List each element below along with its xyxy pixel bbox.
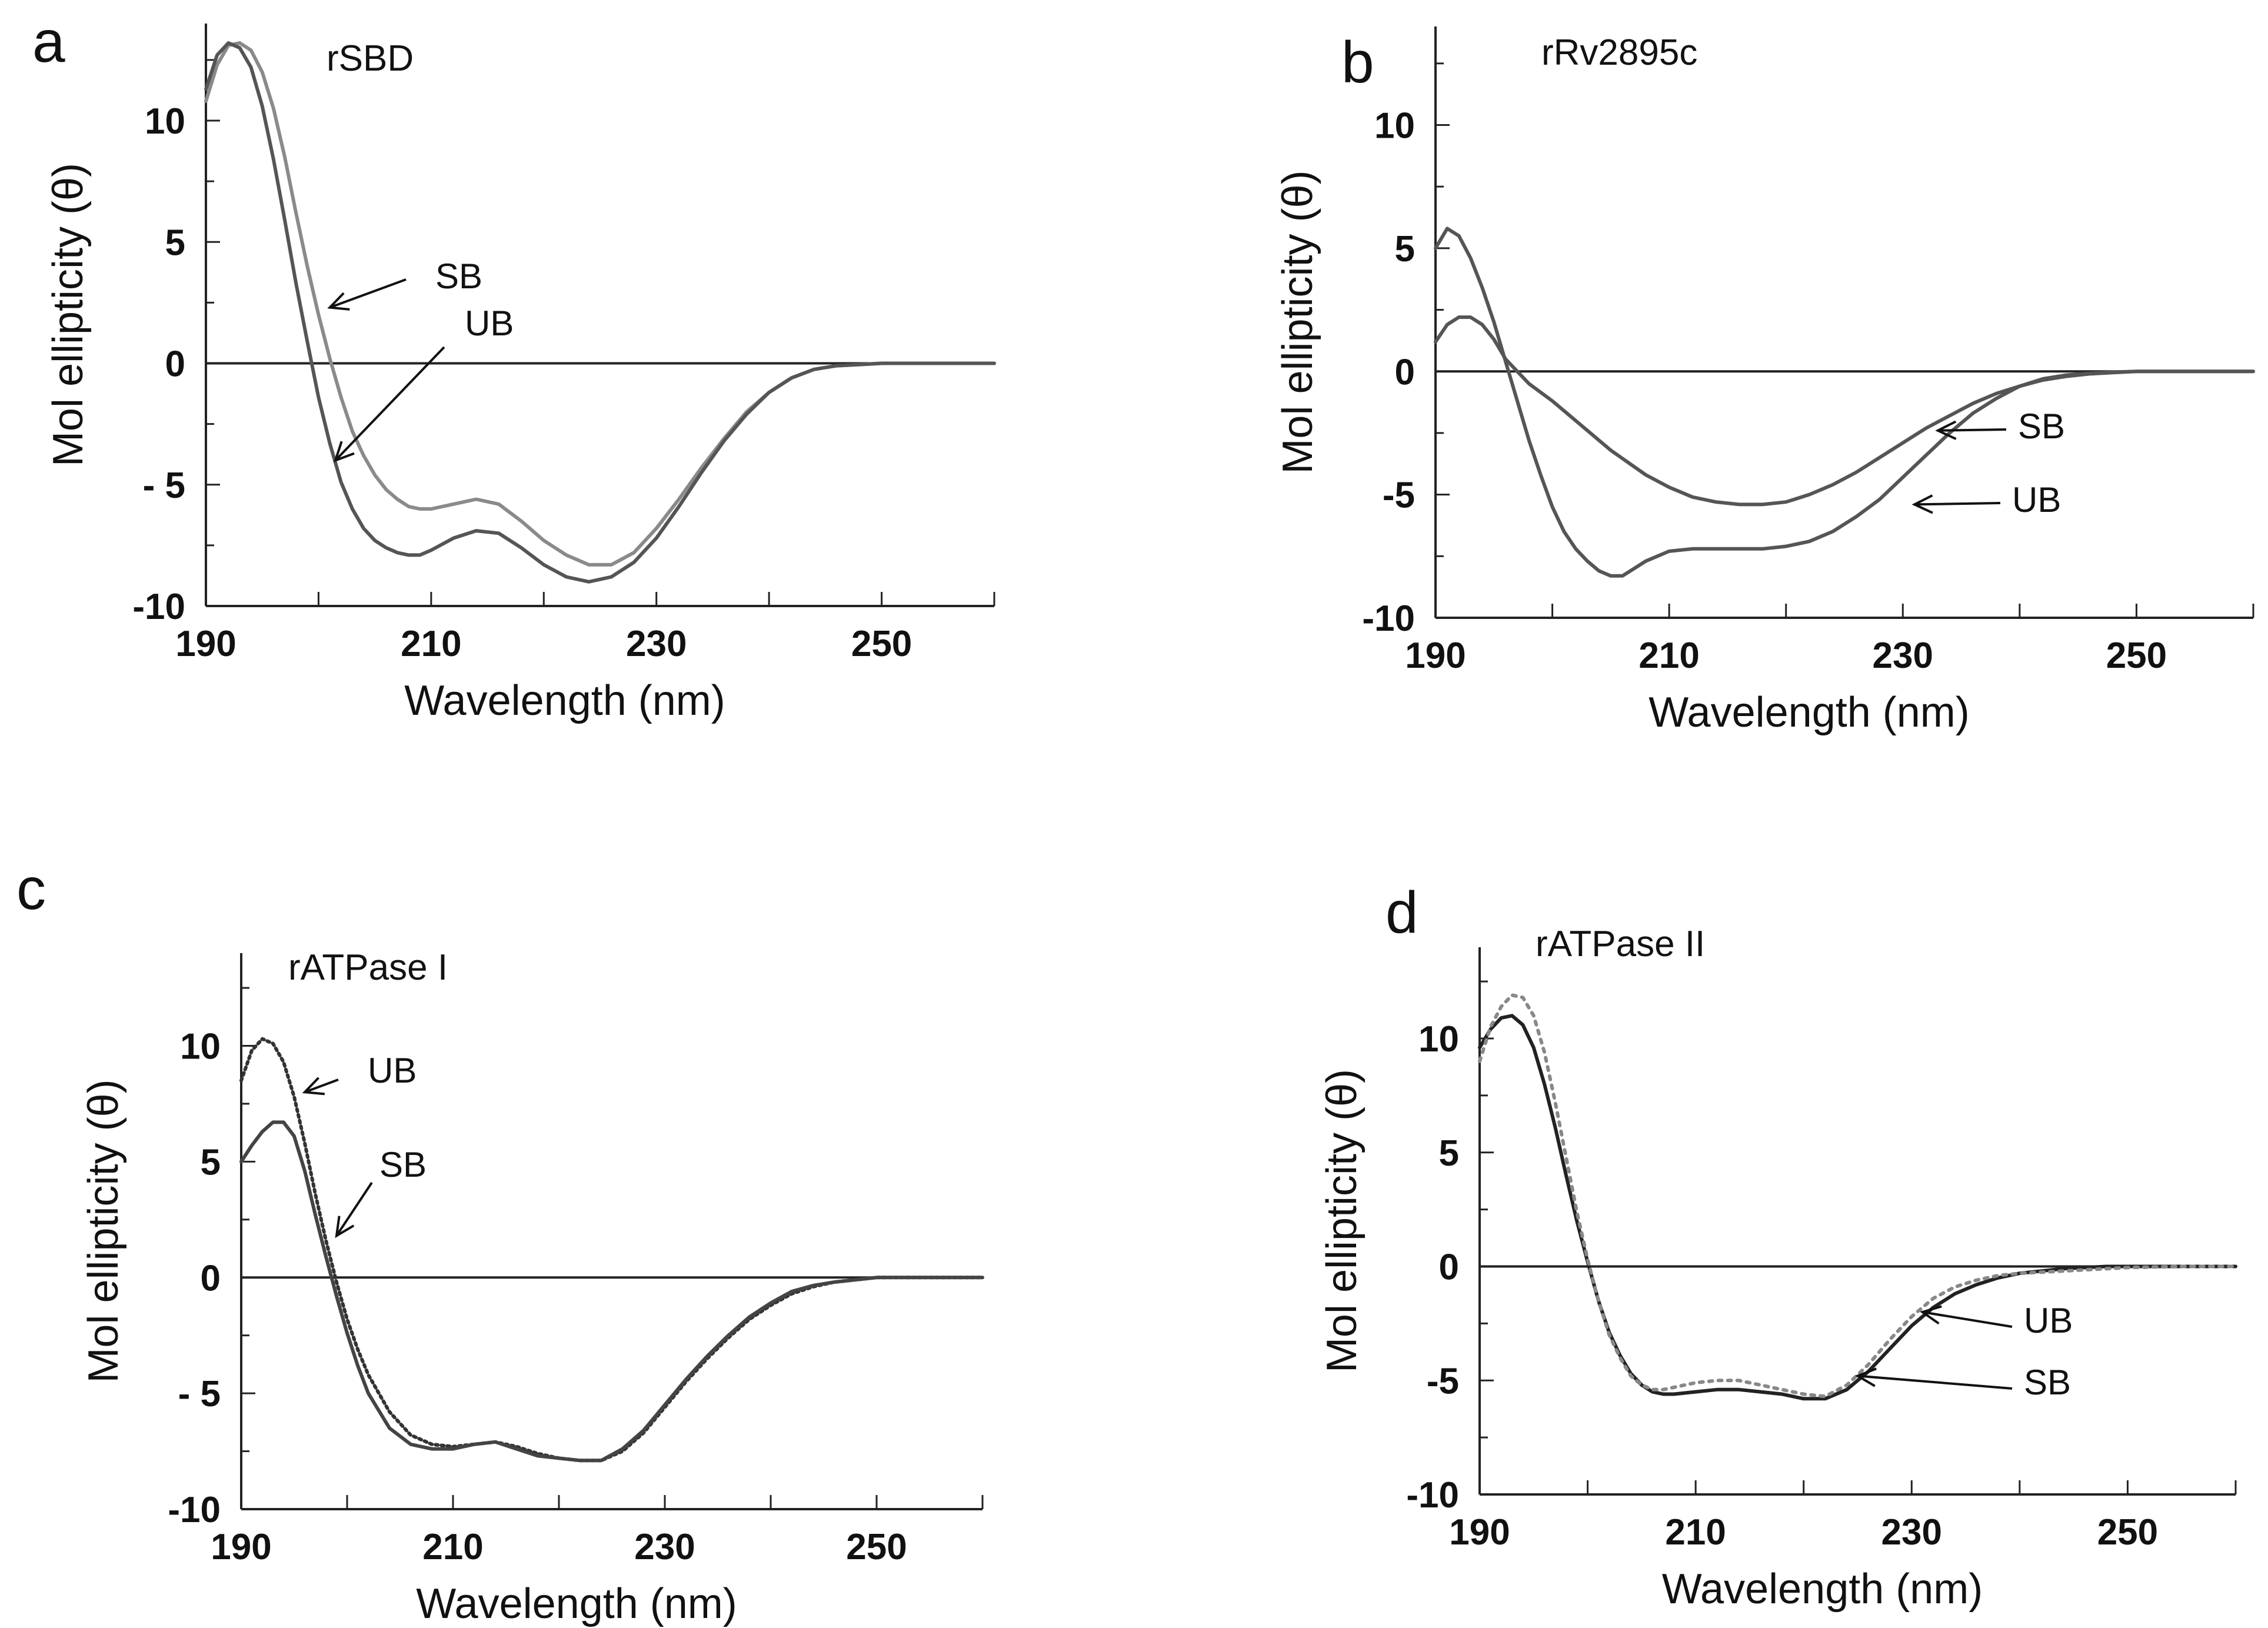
y-tick-label: -10 xyxy=(1362,598,1415,639)
x-tick-label: 250 xyxy=(851,624,912,664)
annotation-arrowhead xyxy=(302,1077,325,1096)
x-tick-label: 190 xyxy=(1449,1512,1510,1553)
y-tick-label: 5 xyxy=(1395,229,1415,269)
series-line-sb xyxy=(1478,993,2237,1399)
x-tick-label: 210 xyxy=(401,624,461,664)
y-axis-label: Mol ellipticity (θ) xyxy=(1318,1069,1366,1373)
annotation-arrowhead xyxy=(1854,1367,1877,1387)
series-line-ub xyxy=(239,1037,984,1463)
annotation-arrow xyxy=(1914,502,2001,506)
x-tick-label: 190 xyxy=(1405,635,1466,676)
curve-label-ub: UB xyxy=(2012,480,2061,520)
curve-label-sb: SB xyxy=(435,257,482,296)
y-tick-label: -10 xyxy=(168,1490,221,1530)
series-line-ub xyxy=(204,41,996,584)
x-axis-label: Wavelength (nm) xyxy=(416,1580,737,1627)
y-tick-label: 0 xyxy=(1439,1247,1459,1288)
y-tick-label: 5 xyxy=(1439,1133,1459,1174)
panel-letter: a xyxy=(32,9,65,75)
series-line-sb xyxy=(204,41,996,567)
y-tick-label: 0 xyxy=(201,1258,221,1299)
panel-letter: b xyxy=(1341,29,1374,95)
annotation-arrow xyxy=(329,278,407,309)
x-tick-label: 250 xyxy=(2106,635,2167,676)
x-axis-label: Wavelength (nm) xyxy=(1662,1566,1983,1613)
curve-label-sb: SB xyxy=(2018,407,2065,446)
y-tick-label: 5 xyxy=(165,222,185,263)
annotation-arrowhead xyxy=(327,292,350,311)
x-tick-label: 210 xyxy=(1665,1512,1726,1553)
panel-title: rSBD xyxy=(327,38,414,79)
y-axis-label: Mol ellipticity (θ) xyxy=(80,1079,127,1383)
panel-title: rATPase II xyxy=(1536,924,1705,964)
series-line-ub xyxy=(1434,227,2255,578)
annotation-arrowhead xyxy=(335,1216,355,1239)
y-tick-label: -10 xyxy=(1406,1475,1459,1516)
y-axis-label: Mol ellipticity (θ) xyxy=(1274,170,1321,474)
panel-letter: d xyxy=(1386,880,1418,945)
y-tick-label: - 5 xyxy=(178,1374,221,1414)
annotation-arrow xyxy=(1857,1374,2013,1390)
x-tick-label: 250 xyxy=(846,1527,907,1567)
x-tick-label: 210 xyxy=(1638,635,1699,676)
x-axis-label: Wavelength (nm) xyxy=(404,677,725,724)
x-tick-label: 210 xyxy=(422,1527,483,1567)
annotation-arrow xyxy=(1937,428,2007,432)
series-line-ub xyxy=(1478,1014,2237,1401)
annotation-arrowhead xyxy=(1911,494,1933,514)
annotation-arrowhead xyxy=(1935,420,1957,440)
curve-label-ub: UB xyxy=(368,1051,417,1090)
y-tick-label: 10 xyxy=(145,101,185,142)
y-tick-label: -5 xyxy=(1383,475,1415,516)
y-axis-label: Mol ellipticity (θ) xyxy=(45,163,92,467)
x-tick-label: 250 xyxy=(2097,1512,2158,1553)
annotation-arrowhead xyxy=(1920,1305,1942,1325)
x-tick-label: 230 xyxy=(626,624,687,664)
panel-title: rRv2895c xyxy=(1541,32,1697,73)
annotation-arrow xyxy=(334,346,445,461)
x-tick-label: 230 xyxy=(634,1527,695,1567)
x-tick-label: 190 xyxy=(175,624,236,664)
curve-label-sb: SB xyxy=(2024,1363,2071,1402)
y-tick-label: 0 xyxy=(1395,352,1415,392)
y-tick-label: 0 xyxy=(165,344,185,385)
y-tick-label: -5 xyxy=(1427,1361,1459,1401)
annotation-arrow xyxy=(335,1181,373,1237)
series-line-sb xyxy=(239,1120,984,1463)
y-tick-label: 10 xyxy=(1418,1019,1459,1060)
annotation-arrowhead xyxy=(333,441,355,462)
panel-letter: c xyxy=(16,856,46,922)
x-tick-label: 230 xyxy=(1873,635,1933,676)
x-tick-label: 190 xyxy=(211,1527,271,1567)
y-tick-label: 5 xyxy=(201,1142,221,1183)
curve-label-sb: SB xyxy=(379,1145,427,1184)
panel-title: rATPase I xyxy=(288,947,448,988)
y-tick-label: - 5 xyxy=(143,465,185,506)
x-tick-label: 230 xyxy=(1881,1512,1942,1553)
annotation-arrow xyxy=(304,1078,339,1094)
y-tick-label: 10 xyxy=(180,1027,221,1067)
curve-label-ub: UB xyxy=(2024,1301,2073,1340)
y-tick-label: -10 xyxy=(132,587,185,627)
x-axis-label: Wavelength (nm) xyxy=(1648,689,1970,736)
series-line-sb xyxy=(1434,315,2255,507)
y-tick-label: 10 xyxy=(1374,106,1415,147)
curve-label-ub: UB xyxy=(465,304,514,343)
annotation-arrow xyxy=(1922,1311,2013,1328)
